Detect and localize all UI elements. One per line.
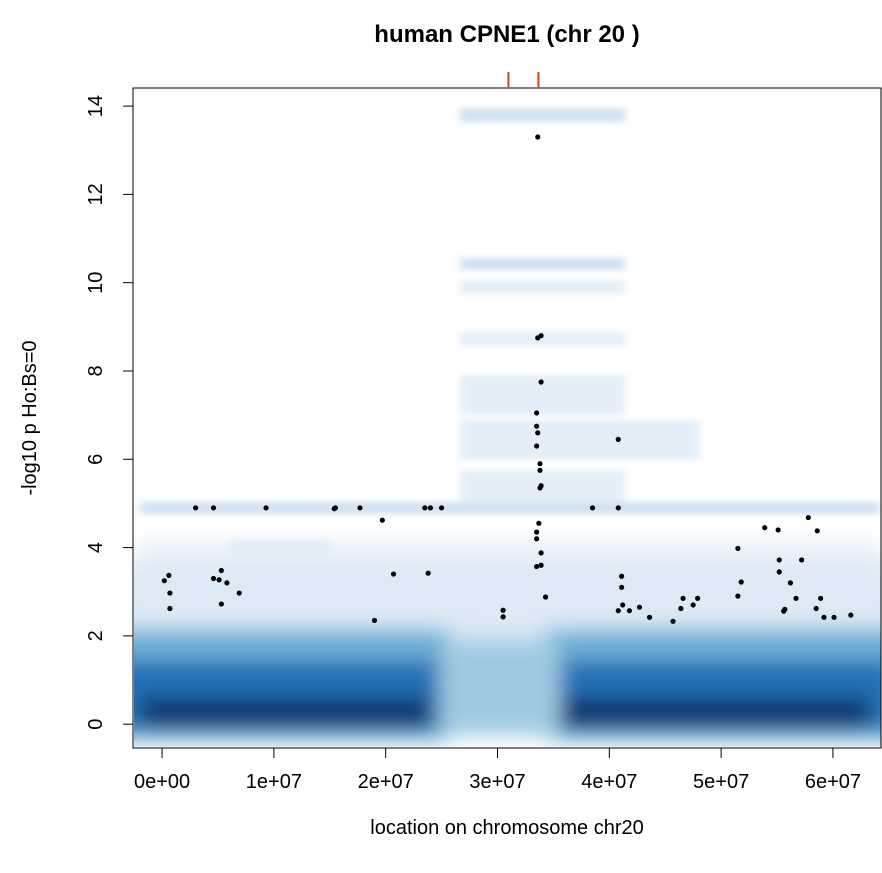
data-point — [537, 467, 543, 473]
x-tick-label: 6e+07 — [805, 771, 861, 793]
data-point — [535, 134, 541, 140]
data-point — [814, 528, 820, 534]
y-axis-title: -log10 p Ho:Bs=0 — [19, 340, 41, 495]
x-tick-label: 3e+07 — [469, 771, 525, 793]
data-point — [422, 505, 428, 511]
density-background — [134, 108, 881, 740]
chart-title: human CPNE1 (chr 20 ) — [374, 21, 639, 48]
data-point — [425, 570, 431, 576]
data-point — [620, 602, 626, 608]
data-point — [390, 571, 397, 577]
data-point — [738, 579, 744, 585]
x-axis-title: location on chromosome chr20 — [370, 817, 643, 839]
data-point — [805, 514, 811, 521]
data-point — [438, 505, 445, 511]
x-tick-label: 0e+00 — [134, 771, 190, 793]
data-point — [534, 529, 540, 535]
data-point — [646, 614, 653, 620]
data-point — [534, 536, 540, 542]
data-point — [615, 436, 621, 443]
data-point — [762, 525, 768, 531]
y-tick-label: 8 — [85, 365, 107, 376]
data-point — [216, 577, 222, 583]
data-point — [670, 618, 676, 624]
data-point — [534, 410, 540, 416]
data-point — [680, 595, 686, 601]
data-point — [615, 608, 621, 614]
data-point — [224, 580, 230, 586]
data-point — [537, 461, 543, 467]
data-point — [379, 517, 385, 523]
data-point — [831, 614, 837, 620]
data-point — [427, 505, 434, 511]
data-point — [357, 505, 363, 511]
data-point — [818, 595, 824, 601]
data-point — [332, 505, 338, 511]
data-point — [636, 604, 643, 610]
data-point — [793, 595, 799, 601]
data-point — [619, 584, 625, 590]
y-tick-label: 12 — [85, 183, 107, 205]
data-point — [538, 379, 544, 385]
data-point — [536, 520, 542, 526]
x-tick-label: 1e+07 — [246, 771, 302, 793]
y-tick-label: 6 — [85, 454, 107, 465]
data-point — [787, 580, 794, 586]
data-point — [626, 608, 633, 614]
data-point — [542, 594, 549, 600]
data-point — [210, 575, 217, 582]
data-point — [534, 423, 540, 429]
data-point — [534, 443, 540, 449]
data-point — [538, 562, 544, 568]
data-point — [538, 550, 544, 556]
data-point — [167, 590, 173, 596]
data-point — [534, 563, 540, 570]
data-point — [236, 590, 242, 596]
data-point — [776, 557, 782, 563]
data-point — [776, 569, 782, 575]
data-point — [166, 572, 172, 578]
data-point — [535, 430, 541, 436]
data-point — [781, 608, 787, 614]
data-point — [193, 505, 199, 511]
data-point — [821, 614, 827, 620]
data-point — [619, 573, 625, 579]
data-point — [589, 505, 596, 511]
data-point — [799, 557, 805, 563]
x-tick-label: 5e+07 — [693, 771, 749, 793]
y-tick-label: 10 — [85, 272, 107, 294]
y-tick-label: 0 — [85, 719, 107, 730]
y-tick-label: 2 — [85, 630, 107, 641]
data-point — [690, 602, 696, 608]
x-tick-label: 2e+07 — [358, 771, 414, 793]
y-tick-label: 4 — [85, 542, 107, 553]
data-point — [210, 505, 217, 511]
data-point — [813, 605, 819, 612]
data-point — [500, 607, 506, 613]
data-point — [371, 617, 378, 624]
data-point — [218, 601, 224, 607]
x-tick-label: 4e+07 — [581, 771, 637, 793]
data-point — [537, 485, 543, 491]
data-point — [695, 595, 701, 601]
y-tick-label: 14 — [85, 95, 107, 117]
data-point — [848, 612, 854, 618]
data-point — [535, 335, 541, 341]
data-point — [218, 567, 224, 574]
data-point — [735, 545, 741, 552]
data-point — [263, 505, 269, 511]
data-point — [167, 605, 173, 612]
data-point — [735, 593, 741, 599]
data-point — [678, 605, 684, 612]
data-point — [161, 578, 167, 584]
data-point — [500, 614, 506, 620]
data-point — [615, 505, 621, 511]
data-point — [775, 527, 781, 533]
